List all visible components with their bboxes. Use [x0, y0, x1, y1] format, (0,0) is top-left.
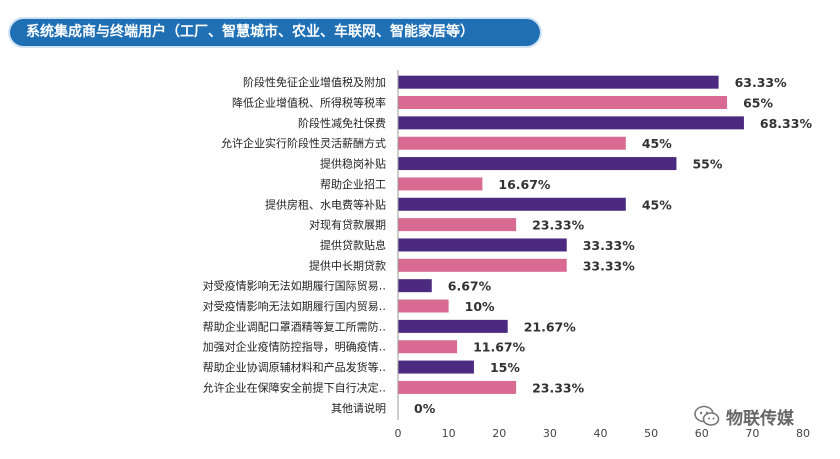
x-tick-label: 30 [543, 427, 557, 440]
category-label: 帮助企业调配口罩酒精等复工所需防‥ [203, 319, 386, 333]
category-label: 加强对企业疫情防控指导，明确疫情‥ [203, 340, 386, 354]
x-tick-label: 70 [745, 427, 759, 440]
value-label: 45% [642, 136, 672, 151]
bar [398, 319, 508, 333]
category-label: 对现有贷款展期 [309, 218, 386, 232]
wechat-icon [694, 405, 720, 426]
value-label: 16.67% [498, 177, 551, 192]
value-label: 11.67% [473, 340, 526, 355]
watermark: 物联传媒 [694, 404, 794, 429]
value-label: 63.33% [735, 75, 788, 90]
x-tick-label: 10 [442, 427, 456, 440]
bar [398, 279, 432, 293]
value-label: 23.33% [532, 218, 585, 233]
value-label: 6.67% [448, 279, 492, 294]
bar [398, 157, 677, 171]
category-label: 提供稳岗补贴 [320, 157, 386, 171]
value-label: 33.33% [583, 238, 636, 253]
value-label: 0% [414, 401, 436, 416]
value-label: 55% [692, 157, 722, 172]
bar [398, 136, 626, 150]
category-label: 帮助企业协调原辅材料和产品发货等‥ [203, 360, 386, 374]
category-label: 提供房租、水电费等补贴 [265, 197, 386, 211]
category-label: 其他请说明 [331, 401, 386, 415]
category-label: 允许企业实行阶段性灵活薪酬方式 [221, 136, 386, 150]
category-label: 提供中长期贷款 [309, 258, 386, 272]
category-label: 阶段性免征企业增值税及附加 [243, 75, 386, 89]
x-tick-label: 40 [594, 427, 608, 440]
bar [398, 380, 517, 394]
value-label: 23.33% [532, 380, 585, 395]
value-label: 45% [642, 197, 672, 212]
x-tick-label: 0 [395, 427, 402, 440]
bar [398, 258, 567, 272]
bar [398, 238, 567, 252]
category-label: 对受疫情影响无法如期履行国际贸易‥ [203, 279, 386, 293]
value-label: 10% [465, 299, 495, 314]
category-label: 允许企业在保障安全前提下自行决定‥ [203, 380, 386, 394]
x-tick-label: 50 [644, 427, 658, 440]
category-label: 阶段性减免社保费 [298, 116, 386, 130]
category-label: 帮助企业招工 [320, 177, 386, 191]
value-label: 21.67% [524, 319, 577, 334]
bar [398, 75, 719, 89]
value-label: 65% [743, 96, 773, 111]
bar [398, 177, 483, 191]
x-tick-label: 20 [492, 427, 506, 440]
bar [398, 360, 474, 374]
x-tick-label: 60 [695, 427, 709, 440]
bar [398, 218, 517, 232]
value-label: 15% [490, 360, 520, 375]
category-label: 对受疫情影响无法如期履行国内贸易‥ [203, 299, 386, 313]
bar [398, 197, 626, 211]
category-label: 提供贷款贴息 [320, 238, 386, 252]
category-label: 降低企业增值税、所得税等税率 [232, 96, 386, 110]
chart-title: 系统集成商与终端用户（工厂、智慧城市、农业、车联网、智能家居等） [10, 19, 540, 46]
watermark-text: 物联传媒 [726, 408, 794, 429]
value-label: 33.33% [583, 258, 636, 273]
bar [398, 340, 458, 354]
x-tick-label: 80 [796, 427, 810, 440]
bar [398, 96, 728, 110]
bar [398, 299, 449, 313]
bar [398, 116, 744, 130]
value-label: 68.33% [760, 116, 813, 131]
